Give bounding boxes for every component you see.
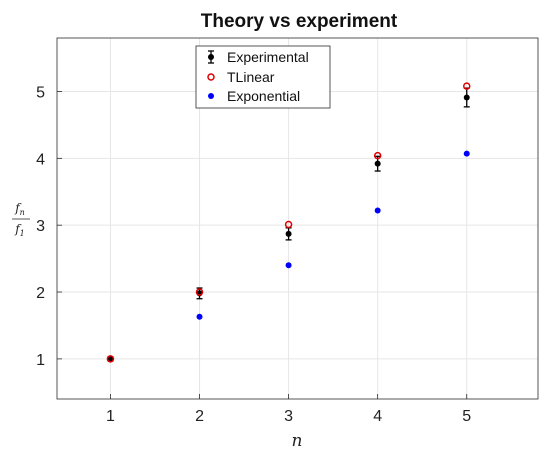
x-tick-label-1: 1: [106, 408, 115, 425]
y-tick-label-4: 4: [36, 151, 45, 168]
tlinear-point-4: [373, 151, 382, 160]
legend-entry-exponential: Exponential: [208, 88, 300, 104]
legend-box: [195, 45, 331, 109]
experimental-point-1: [107, 355, 114, 362]
exponential-point-5: [463, 150, 470, 157]
data-marks: [106, 82, 471, 363]
legend-entry-tlinear: TLinear: [207, 69, 275, 85]
tlinear-point-1: [106, 355, 115, 363]
x-tick-label-5: 5: [462, 408, 471, 425]
experimental-point-4: [374, 160, 381, 167]
legend-marker-experimental: [208, 54, 214, 60]
legend-entry-experimental: Experimental: [208, 49, 309, 65]
experimental-point-3: [285, 230, 292, 237]
exponential-point-4: [374, 207, 381, 214]
legend-marker-exponential: [208, 93, 214, 99]
chart-title: Theory vs experiment: [201, 11, 398, 32]
experimental-point-5: [463, 94, 470, 101]
tlinear-point-3: [284, 220, 293, 229]
x-tick-label-4: 4: [373, 408, 382, 425]
exponential-point-3: [285, 262, 292, 269]
x-axis-label: n: [292, 431, 303, 451]
legend: Experimental TLinear Exponential: [195, 45, 331, 109]
y-axis-label: fn f1: [12, 201, 30, 238]
y-tick-label-5: 5: [36, 84, 45, 101]
legend-marker-tlinear: [207, 73, 215, 81]
x-tick-label-3: 3: [284, 408, 293, 425]
x-tick-label-2: 2: [195, 408, 204, 425]
legend-label-exponential: Exponential: [227, 88, 300, 104]
y-tick-label-1: 1: [36, 352, 45, 369]
legend-label-tlinear: TLinear: [227, 69, 275, 85]
y-label-denominator: f1: [14, 222, 25, 238]
x-axis: 1 2 3 4 5: [106, 394, 471, 425]
y-tick-label-3: 3: [36, 218, 45, 235]
legend-label-experimental: Experimental: [227, 49, 309, 65]
exponential-point-2: [196, 313, 203, 320]
plot-area: [56, 37, 539, 400]
y-label-numerator: fn: [14, 201, 25, 217]
y-tick-label-2: 2: [36, 285, 45, 302]
tlinear-point-5: [462, 82, 471, 90]
y-axis: 1 2 3 4 5: [36, 84, 62, 369]
tlinear-point-2: [195, 288, 204, 296]
